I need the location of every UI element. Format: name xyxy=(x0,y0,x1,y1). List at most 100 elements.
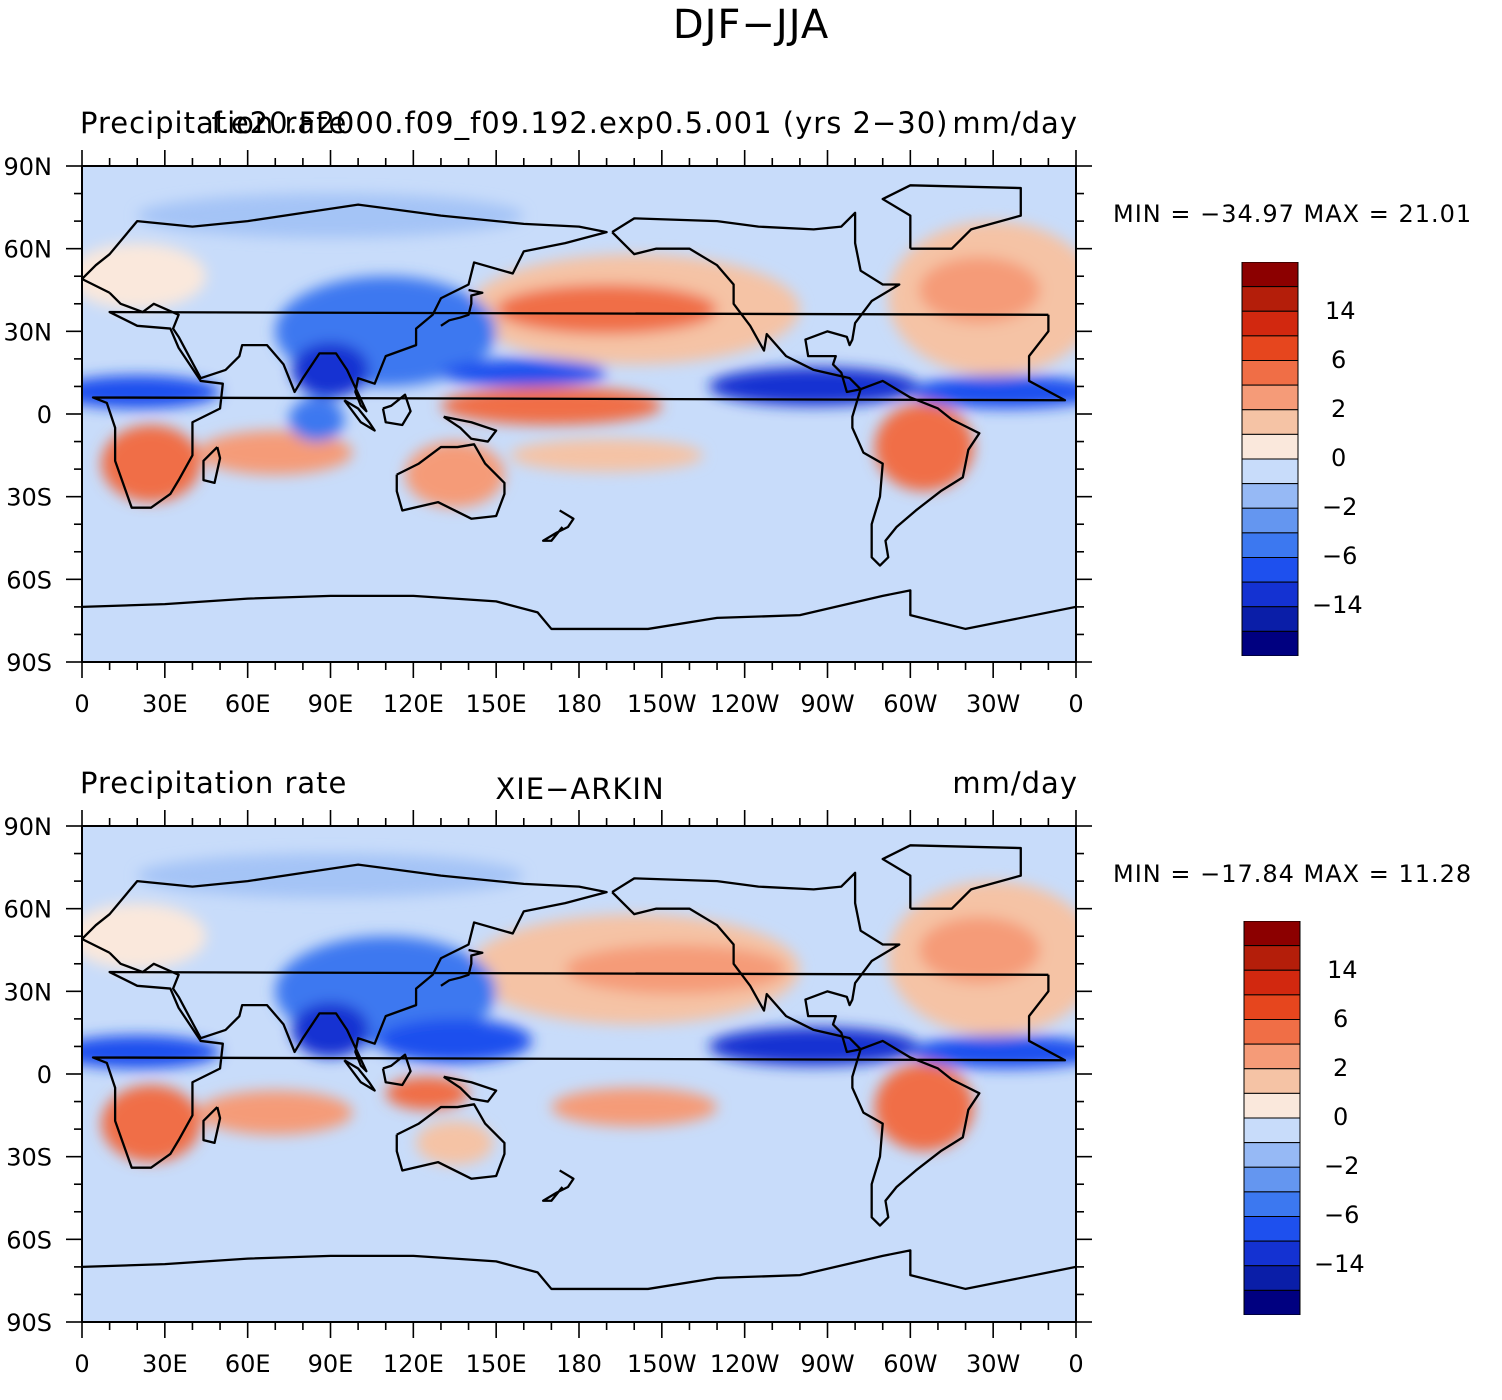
coastline-borneo xyxy=(381,1053,412,1087)
europe-positive xyxy=(82,903,207,970)
lon-tick-label: 60W xyxy=(883,1350,937,1378)
colorbar-label: 14 xyxy=(1327,956,1358,984)
lat-tick-label: 90N xyxy=(4,813,53,841)
south-america-positive xyxy=(874,1062,974,1152)
lat-tick-label: 0 xyxy=(37,1061,52,1089)
colorbar-swatch xyxy=(1243,921,1301,947)
panel-left-title: Precipitation rate xyxy=(80,766,348,800)
colorbar-label: −2 xyxy=(1322,493,1358,521)
colorbar-swatch xyxy=(1243,945,1301,971)
coastline-antarctica xyxy=(82,589,1076,631)
min-max-readout: MIN = −17.84 MAX = 11.28 xyxy=(1113,860,1473,888)
colorbar-swatch xyxy=(1241,262,1299,288)
lon-tick-label: 90W xyxy=(800,690,854,718)
wpac-negative xyxy=(440,358,607,387)
colorbar-swatch xyxy=(1241,458,1299,485)
colorbar-swatch xyxy=(1241,532,1299,558)
itcz-africa-negative xyxy=(82,375,221,409)
lon-tick-label: 150W xyxy=(627,1350,697,1378)
colorbar-swatch xyxy=(1243,1019,1301,1045)
lon-tick-label: 30W xyxy=(966,1350,1020,1378)
itcz-epac-negative xyxy=(708,1027,919,1066)
colorbar-swatch xyxy=(1243,994,1301,1020)
colorbar xyxy=(1243,921,1301,1315)
lon-tick-label: 120W xyxy=(710,690,780,718)
north-pacific-core xyxy=(565,944,787,995)
min-max-readout: MIN = −34.97 MAX = 21.01 xyxy=(1113,200,1473,228)
colorbar-swatch xyxy=(1243,1216,1301,1242)
colorbar-swatch xyxy=(1241,581,1299,608)
colorbar-swatch xyxy=(1243,1240,1301,1267)
panel-center-title: f.e20.F2000.f09_f09.192.exp0.5.001 (yrs … xyxy=(211,106,949,140)
colorbar-swatch xyxy=(1241,606,1299,632)
lon-tick-label: 0 xyxy=(74,1350,89,1378)
coastline-antarctica xyxy=(82,1249,1076,1291)
colorbar-label: −6 xyxy=(1324,1201,1360,1229)
bay-bengal-negative xyxy=(291,342,370,398)
colorbar-swatch xyxy=(1241,557,1299,583)
coastlines xyxy=(82,844,1076,1291)
maritime-continent-positive xyxy=(385,1076,469,1110)
colorbar-swatch xyxy=(1243,1117,1301,1144)
coastline-africa xyxy=(91,310,1067,509)
colorbar-label: −14 xyxy=(1312,591,1363,619)
equatorial-pacific-positive xyxy=(440,386,662,426)
colorbar-swatch xyxy=(1241,433,1299,460)
coastline-greenland xyxy=(881,844,1022,910)
panel-left-title: Precipitation rate xyxy=(80,106,348,140)
colorbar-label: −14 xyxy=(1314,1250,1365,1278)
coastline-borneo xyxy=(381,393,412,427)
coastline-eurasia xyxy=(82,863,608,1073)
colorbar-swatch xyxy=(1241,335,1299,361)
coastline-namerica xyxy=(611,211,901,394)
coastline-japan xyxy=(440,288,484,327)
colorbar-swatch xyxy=(1241,286,1299,312)
panel-units: mm/day xyxy=(952,766,1078,800)
itcz-atlantic-negative xyxy=(910,375,1076,409)
coastline-newguinea xyxy=(443,1075,498,1103)
coastline-greenland xyxy=(881,184,1022,250)
north-atlantic-core xyxy=(918,916,1041,984)
coastline-eurasia xyxy=(82,203,608,413)
panel-center-title: XIE−ARKIN xyxy=(495,772,665,806)
coastline-australia xyxy=(395,1103,506,1180)
colorbar-swatch xyxy=(1243,1191,1301,1217)
coastline-japan xyxy=(440,948,484,987)
indian-ocean-positive xyxy=(197,1090,353,1135)
coastline-sumatra xyxy=(343,399,376,432)
lat-tick-label: 60N xyxy=(4,896,53,924)
lon-tick-label: 150W xyxy=(627,690,697,718)
colorbar-swatch xyxy=(1241,409,1299,435)
coastline-sumatra xyxy=(343,1059,376,1092)
lon-tick-label: 30W xyxy=(966,690,1020,718)
map-plot: 90N 60N 30N 0 30S 60S 90S 0 30E 60E 90E 120E 150E 180… xyxy=(4,150,1092,718)
lon-tick-label: 60E xyxy=(225,690,271,718)
colorbar-swatch xyxy=(1241,384,1299,411)
colorbar-swatch xyxy=(1243,1142,1301,1168)
colorbar-swatch xyxy=(1243,1265,1301,1291)
lon-tick-label: 30E xyxy=(142,1350,188,1378)
lat-tick-label: 30S xyxy=(6,484,52,512)
lon-tick-label: 90E xyxy=(308,1350,354,1378)
lon-tick-label: 30E xyxy=(142,690,188,718)
arctic-negative xyxy=(137,853,524,898)
colorbar-swatch xyxy=(1243,969,1301,996)
map-plot: 90N 60N 30N 0 30S 60S 90S 0 30E 60E 90E 120E 150E 180… xyxy=(4,810,1092,1378)
panel-model: Precipitation rate f.e20.F2000.f09_f09.1… xyxy=(0,100,1502,740)
lon-tick-label: 0 xyxy=(1068,1350,1083,1378)
colorbar-label: 2 xyxy=(1333,1054,1349,1082)
equatorial-indian-negative xyxy=(289,397,345,442)
lon-tick-label: 180 xyxy=(556,1350,602,1378)
colorbar-label: 0 xyxy=(1331,444,1347,472)
coastline-africa xyxy=(91,970,1067,1169)
lon-tick-label: 0 xyxy=(1068,690,1083,718)
australia-positive xyxy=(405,441,505,508)
colorbar-label: 0 xyxy=(1333,1103,1349,1131)
bay-bengal-negative xyxy=(291,1002,370,1058)
spcz-positive xyxy=(509,438,704,472)
colorbar-label: 2 xyxy=(1331,395,1347,423)
lat-tick-label: 60S xyxy=(6,566,52,594)
lat-tick-label: 30S xyxy=(6,1144,52,1172)
lon-tick-label: 150E xyxy=(466,1350,527,1378)
panel-observations: Precipitation rate XIE−ARKIN mm/day MIN … xyxy=(0,760,1502,1400)
